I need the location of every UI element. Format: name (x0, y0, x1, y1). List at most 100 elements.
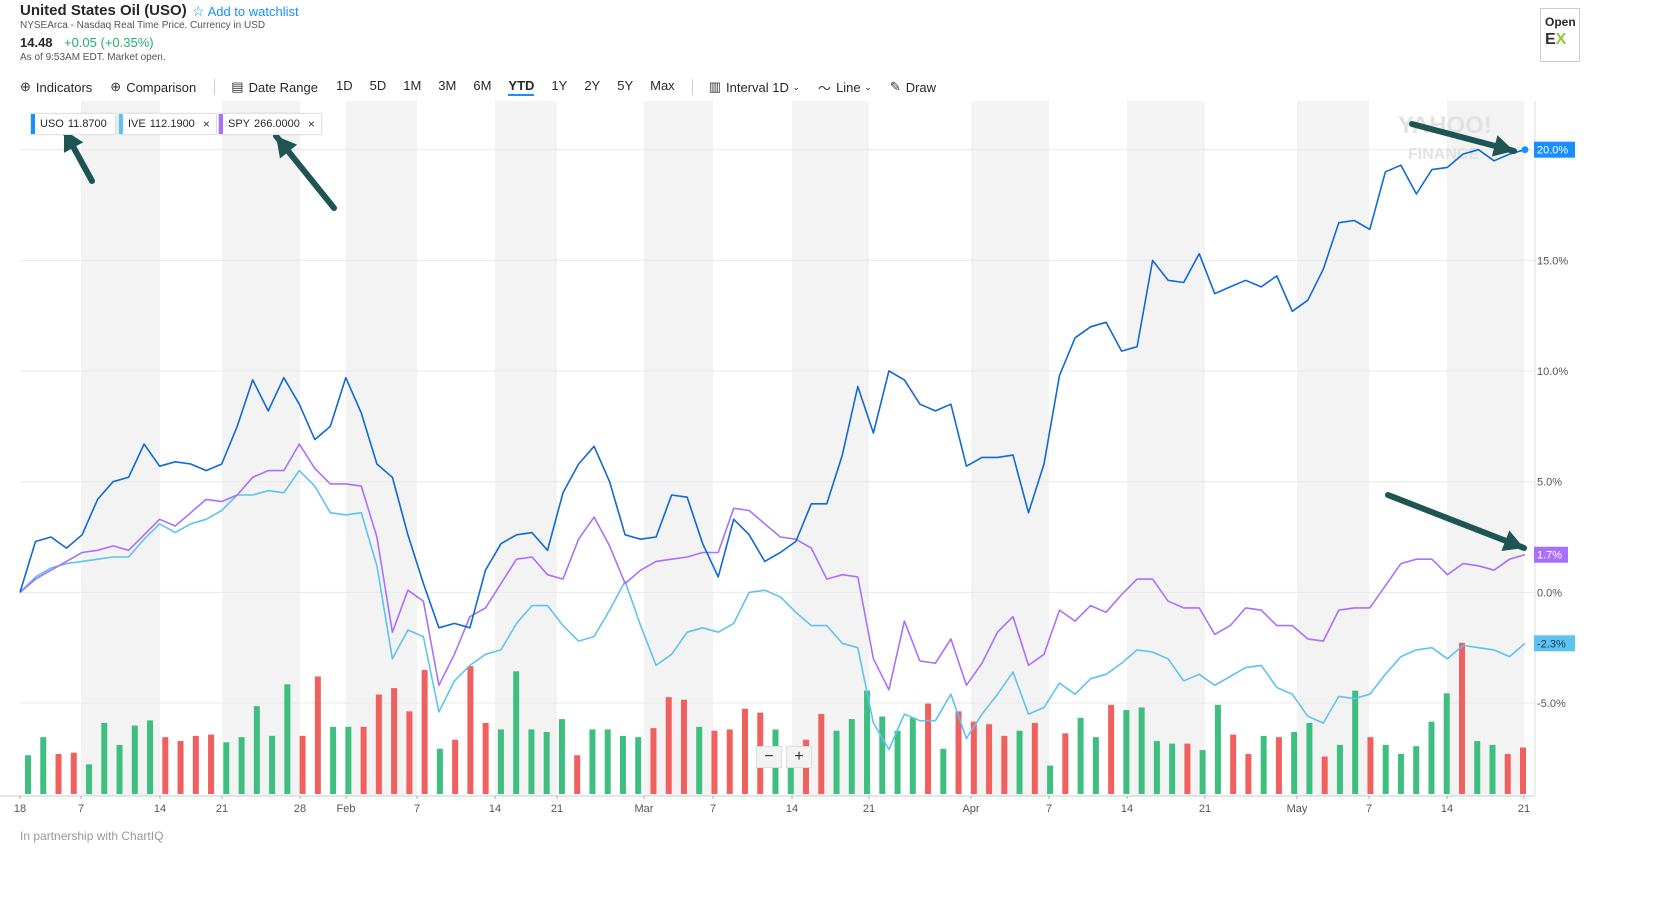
volume-bar (299, 735, 306, 794)
zoom-out-button[interactable]: − (756, 746, 782, 768)
watchlist-label: Add to watchlist (207, 4, 299, 19)
range-2y[interactable]: 2Y (584, 78, 601, 93)
background-stripe (971, 101, 1049, 796)
volume-bar (970, 721, 977, 794)
series-line-ive (19, 469, 1526, 751)
toolbar-divider (214, 79, 216, 95)
x-tick-label: 21 (863, 803, 875, 815)
volume-bar (1138, 707, 1145, 794)
remove-comparison-icon[interactable]: × (202, 117, 210, 131)
range-3m[interactable]: 3M (438, 78, 457, 93)
plus-circle-icon: ⊕ (20, 79, 31, 94)
volume-bar (528, 729, 535, 794)
x-tick-label: 7 (1366, 803, 1372, 815)
volume-bar (345, 726, 352, 794)
chartiq-credit: In partnership with ChartIQ (20, 829, 164, 843)
legend-spy[interactable]: SPY 266.0000 × (218, 113, 322, 135)
range-5y[interactable]: 5Y (617, 78, 634, 93)
legend-uso[interactable]: USO 11.8700 (30, 113, 116, 135)
range-1d[interactable]: 1D (335, 78, 353, 93)
volume-bar (909, 717, 916, 794)
last-value-label: 1.7% (1537, 550, 1562, 562)
interval-dropdown[interactable]: ▥ Interval 1D ⌄ (708, 79, 801, 95)
volume-bar (147, 720, 154, 794)
indicators-button[interactable]: ⊕ Indicators (20, 79, 93, 95)
date-range-button[interactable]: ▤ Date Range (231, 79, 318, 95)
volume-bar (131, 725, 138, 794)
volume-bar (1153, 741, 1160, 794)
volume-bar (208, 734, 215, 794)
legend-symbol: IVE (128, 118, 146, 130)
volume-bar (238, 737, 245, 794)
annotation-arrowhead (63, 130, 84, 153)
x-tick-label: May (1287, 803, 1308, 815)
x-tick-label: 18 (14, 803, 26, 815)
background-stripe (1127, 101, 1205, 796)
volume-bar (1352, 690, 1359, 794)
series-line-spy (19, 443, 1526, 691)
draw-button[interactable]: ✎ Draw (889, 79, 937, 95)
volume-bar (1504, 753, 1511, 794)
legend-color-swatch (31, 114, 35, 134)
volume-bar (1397, 753, 1404, 794)
volume-bar (986, 724, 993, 794)
volume-bar (314, 676, 321, 794)
legend-symbol: USO (40, 118, 64, 130)
volume-bar (711, 730, 718, 794)
x-tick-label: Feb (337, 803, 356, 815)
volume-bar (1520, 747, 1526, 794)
volume-bar (497, 729, 504, 794)
volume-bar (1260, 735, 1267, 794)
volume-bar (1199, 750, 1206, 794)
volume-bar (1306, 722, 1313, 794)
x-tick-label: 14 (1121, 803, 1133, 815)
volume-bar (1123, 710, 1130, 794)
x-tick-label: 7 (1046, 803, 1052, 815)
volume-bar (1382, 744, 1389, 794)
remove-comparison-icon[interactable]: × (307, 117, 315, 131)
volume-bar (482, 722, 489, 794)
comparison-button[interactable]: ⊕ Comparison (110, 79, 197, 95)
legend-symbol: SPY (228, 118, 251, 130)
range-5d[interactable]: 5D (369, 78, 387, 93)
volume-bar (1443, 693, 1450, 794)
volume-bar (1031, 722, 1038, 794)
x-tick-label: 14 (1441, 803, 1453, 815)
chart-area[interactable]: YAHOO!FINANCE20.0%15.0%10.0%5.0%0.0%-5.0… (0, 101, 1679, 830)
volume-bar (1474, 741, 1481, 794)
volume-bar (25, 755, 31, 794)
range-selector: 1D 5D 1M 3M 6M YTD 1Y 2Y 5Y Max (336, 78, 692, 96)
volume-bar (360, 726, 367, 794)
volume-bar (864, 690, 871, 794)
volume-bar (1001, 735, 1008, 794)
background-stripe (1447, 101, 1524, 796)
range-max[interactable]: Max (650, 78, 675, 93)
range-ytd[interactable]: YTD (508, 78, 535, 96)
last-value-tag (1534, 546, 1568, 563)
volume-bar (452, 739, 459, 794)
x-tick-label: 21 (216, 803, 228, 815)
y-tick-label: 0.0% (1537, 587, 1562, 599)
chart-type-dropdown[interactable]: 〜 Line ⌄ (818, 79, 872, 96)
volume-bar (787, 747, 794, 794)
price-chart[interactable]: YAHOO!FINANCE20.0%15.0%10.0%5.0%0.0%-5.0… (0, 101, 1679, 825)
legend-value: 11.8700 (67, 118, 107, 130)
volume-bar (1169, 743, 1176, 794)
background-stripe (495, 101, 557, 796)
x-tick-label: Mar (635, 803, 654, 815)
volume-bar (574, 755, 581, 794)
range-1y[interactable]: 1Y (551, 78, 568, 93)
volume-bar (543, 732, 550, 794)
volume-bar (421, 670, 428, 794)
range-1m[interactable]: 1M (403, 78, 422, 93)
volume-bar (879, 716, 886, 794)
volume-bar (680, 699, 687, 794)
legend-ive[interactable]: IVE 112.1900 × (118, 113, 217, 135)
finance-watermark: FINANCE (1408, 146, 1479, 163)
volume-bar (1428, 721, 1435, 794)
add-to-watchlist-link[interactable]: ☆ Add to watchlist (192, 3, 299, 20)
zoom-in-button[interactable]: + (786, 746, 812, 768)
volume-bar (818, 713, 825, 794)
range-6m[interactable]: 6M (473, 78, 492, 93)
promo-ad[interactable]: Open EX (1540, 8, 1580, 62)
